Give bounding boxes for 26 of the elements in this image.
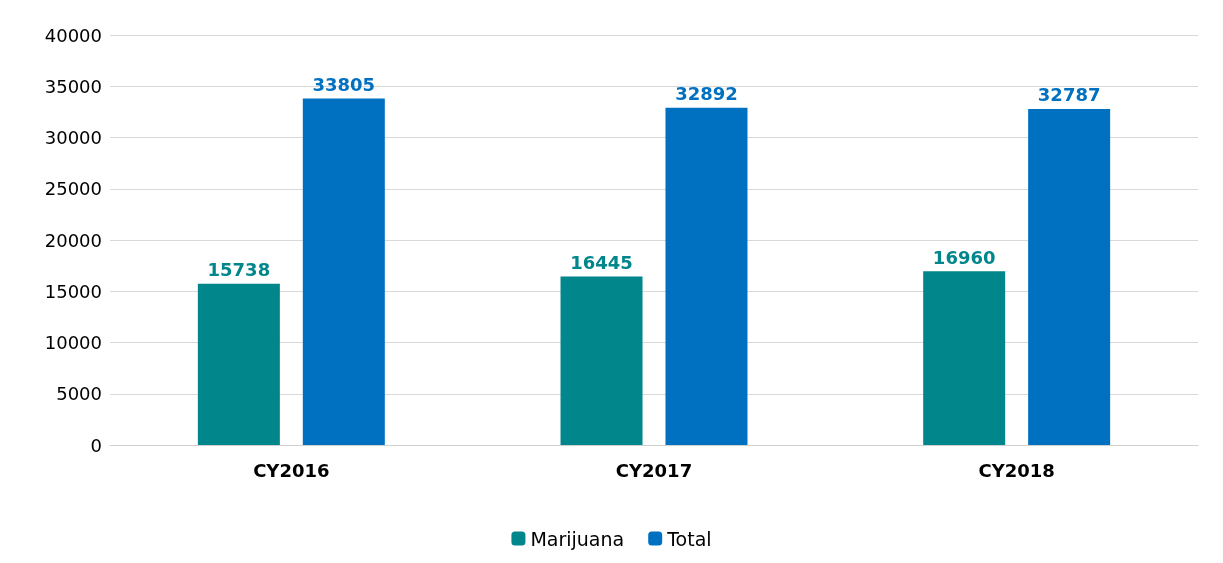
- y-tick-label: 25000: [44, 178, 102, 200]
- x-tick-label: CY2017: [615, 459, 693, 481]
- bar: [1028, 108, 1111, 445]
- data-label: 32787: [1037, 84, 1101, 106]
- y-tick-label: 35000: [44, 75, 102, 97]
- x-tick-label: CY2016: [253, 459, 330, 481]
- y-tick-label: 15000: [44, 280, 102, 302]
- bar: [560, 276, 643, 445]
- y-tick-label: 40000: [44, 24, 102, 46]
- bar: [923, 271, 1006, 445]
- bar: [197, 283, 280, 445]
- y-tick-label: 0: [90, 434, 102, 456]
- data-label: 32892: [675, 83, 738, 105]
- y-tick-label: 30000: [44, 127, 102, 148]
- y-tick-label: 20000: [44, 229, 102, 251]
- data-label: 15738: [207, 259, 271, 281]
- legend-label: Marijuana: [530, 527, 625, 550]
- y-tick-label: 10000: [44, 332, 102, 353]
- legend-label: Total: [666, 527, 712, 550]
- data-label: 33805: [312, 74, 376, 95]
- bar: [302, 98, 385, 445]
- y-tick-label: 5000: [56, 383, 102, 405]
- data-label: 16960: [932, 246, 996, 268]
- bar: [665, 107, 748, 445]
- x-tick-label: CY2018: [978, 459, 1055, 481]
- data-label: 16445: [570, 251, 633, 273]
